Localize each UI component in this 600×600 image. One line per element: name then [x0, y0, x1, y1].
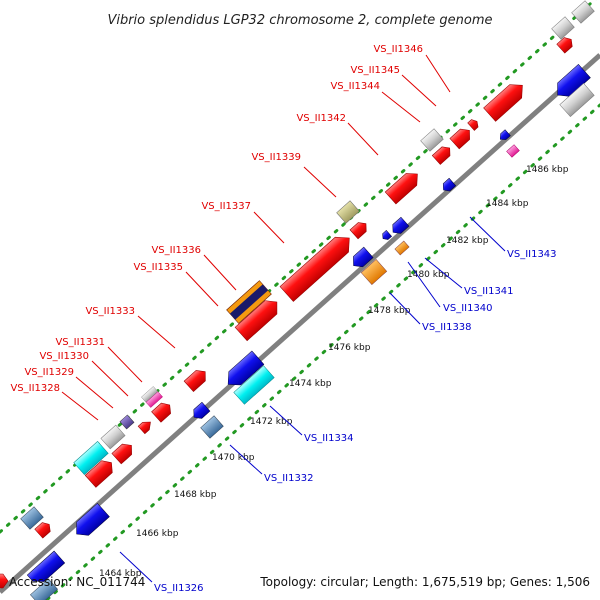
forward-connectors	[61, 54, 451, 421]
gene-blue-inner-a	[353, 246, 374, 268]
gene-label: VS_II1344	[330, 81, 380, 92]
gene-red-top	[556, 37, 573, 54]
gene-vs-ii1330	[137, 421, 151, 435]
gene-label: VS_II1341	[464, 286, 514, 297]
gene-small-red	[467, 119, 479, 131]
gene-label: VS_II1330	[39, 351, 89, 362]
gene-label: VS_II1345	[350, 65, 400, 76]
tick-label: 1476 kbp	[328, 343, 371, 353]
gene-label: VS_II1342	[296, 113, 346, 124]
gene-label: VS_II1343	[507, 249, 557, 260]
tick-label: 1470 kbp	[212, 453, 255, 463]
gene-vs-ii1332	[200, 415, 224, 439]
tick-labels: 1464 kbp 1466 kbp 1468 kbp 1470 kbp 1472…	[99, 165, 569, 579]
gene-pink-gray	[141, 386, 163, 408]
gene-label: VS_II1346	[373, 44, 423, 55]
gene-label: VS_II1331	[55, 337, 105, 348]
gene-label: VS_II1340	[443, 303, 493, 314]
gene-label: VS_II1329	[24, 367, 74, 378]
gene-blue-inner-edge	[26, 550, 66, 582]
gene-vs-ii1326	[76, 502, 110, 536]
gene-purple	[119, 414, 135, 430]
gene-vs-ii1329	[111, 443, 132, 465]
gene-gray-top2	[571, 0, 595, 24]
gene-khaki	[336, 200, 360, 224]
accession-text: Accession: NC_011744	[9, 575, 145, 589]
gene-label: VS_II1334	[304, 433, 354, 444]
tick-label: 1466 kbp	[136, 529, 179, 539]
gene-vs-ii1342	[384, 173, 418, 205]
tick-label: 1484 kbp	[486, 199, 529, 209]
gene-blue-mid	[227, 350, 265, 386]
gene-pink-inner	[506, 144, 520, 158]
inner-tick-ring	[44, 103, 600, 600]
tick-label: 1486 kbp	[526, 165, 569, 175]
gene-label: VS_II1335	[133, 262, 183, 273]
gene-vs-ii1336	[226, 280, 272, 324]
gene-vs-ii1337	[279, 236, 350, 302]
gene-label: VS_II1338	[422, 322, 472, 333]
chromosome-backbone	[0, 53, 600, 594]
tick-label: 1480 kbp	[407, 270, 450, 280]
tick-label: 1464 kbp	[99, 569, 142, 579]
map-title: Vibrio splendidus LGP32 chromosome 2, co…	[107, 13, 492, 28]
gene-vs-ii1338	[360, 259, 388, 285]
gene-blue-small	[193, 401, 211, 419]
reverse-gene-labels: VS_II1326 VS_II1332 VS_II1334 VS_II1338 …	[154, 249, 557, 594]
gene-vs-ii1343	[442, 177, 457, 192]
gene-vs-ii1328	[84, 460, 113, 488]
gene-label: VS_II1339	[251, 152, 301, 163]
gene-gray-top1	[551, 16, 575, 40]
gene-gray-mid	[420, 128, 444, 152]
gene-label: VS_II1326	[154, 583, 204, 594]
gene-vs-ii1344	[431, 146, 451, 165]
gene-label: VS_II1333	[85, 306, 135, 317]
gene-vs-ii1335	[234, 300, 278, 342]
gene-vs-ii1346	[483, 84, 523, 122]
forward-gene-labels: VS_II1328 VS_II1329 VS_II1330 VS_II1331 …	[10, 44, 423, 394]
gene-cyan-outer	[73, 441, 109, 475]
tick-label: 1472 kbp	[250, 417, 293, 427]
gene-label: VS_II1336	[151, 245, 201, 256]
gene-vs-ii1331	[151, 402, 171, 423]
topology-text: Topology: circular; Length: 1,675,519 bp…	[259, 575, 590, 589]
gene-red-edge	[34, 522, 51, 539]
gene-vs-ii1339	[349, 222, 367, 240]
gene-label: VS_II1332	[264, 473, 314, 484]
gene-blue-top-inner	[557, 63, 591, 97]
gene-vs-ii1334	[233, 365, 275, 405]
tick-label: 1482 kbp	[446, 236, 489, 246]
gene-label: VS_II1337	[201, 201, 251, 212]
gene-vs-ii1345	[449, 128, 470, 150]
gene-vs-ii1341	[392, 216, 410, 234]
outer-tick-ring	[0, 0, 597, 534]
reverse-connectors	[119, 216, 506, 583]
gene-blue-inner-b	[382, 229, 393, 240]
gene-label: VS_II1328	[10, 383, 60, 394]
gene-blue-tiny	[500, 129, 511, 140]
tick-label: 1478 kbp	[368, 306, 411, 316]
tick-label: 1474 kbp	[289, 379, 332, 389]
tick-label: 1468 kbp	[174, 490, 217, 500]
gene-gray-top-inner	[559, 83, 595, 117]
gene-gray-outer	[100, 424, 126, 450]
gene-vs-ii1340	[394, 240, 410, 256]
legend-red-marker	[0, 573, 9, 589]
gene-steel-outer	[20, 506, 44, 530]
gene-vs-ii1333	[183, 370, 206, 392]
gene-features	[20, 0, 595, 600]
